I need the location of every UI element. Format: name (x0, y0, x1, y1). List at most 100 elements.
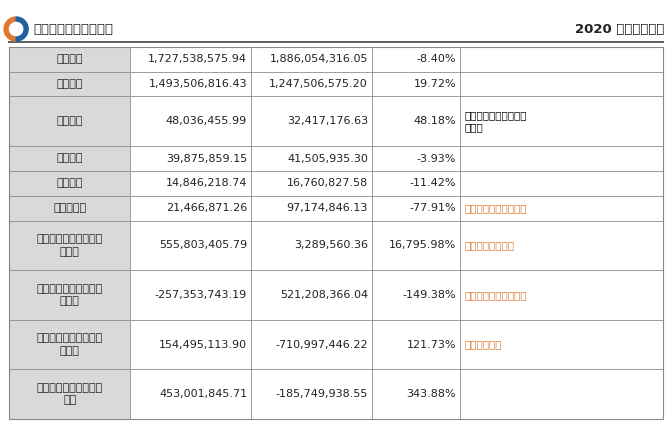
Text: 97,174,846.13: 97,174,846.13 (286, 203, 368, 213)
Bar (130, 369, 251, 419)
Text: 39,875,859.15: 39,875,859.15 (166, 154, 247, 163)
Bar (9, 96, 130, 146)
Text: 财务费用: 财务费用 (56, 178, 83, 188)
Bar (9, 220, 130, 270)
Text: 营业成本: 营业成本 (56, 79, 83, 89)
Bar (372, 96, 460, 146)
Bar (130, 47, 251, 72)
Bar (372, 369, 460, 419)
Text: 1,727,538,575.94: 1,727,538,575.94 (148, 54, 247, 64)
Text: 16,795.98%: 16,795.98% (389, 241, 456, 250)
Text: 555,803,405.79: 555,803,405.79 (159, 241, 247, 250)
Bar (251, 196, 372, 220)
Bar (251, 72, 372, 96)
Text: 343.88%: 343.88% (407, 389, 456, 399)
Text: 经营活动产生的现金流
量净额: 经营活动产生的现金流 量净额 (37, 234, 103, 256)
Bar (460, 171, 663, 196)
Text: -185,749,938.55: -185,749,938.55 (276, 389, 368, 399)
Bar (130, 196, 251, 220)
Text: 交付的房地产项目减少: 交付的房地产项目减少 (464, 203, 527, 213)
Text: 21,466,871.26: 21,466,871.26 (166, 203, 247, 213)
Text: 1,886,054,316.05: 1,886,054,316.05 (269, 54, 368, 64)
Bar (9, 47, 663, 419)
Bar (9, 72, 130, 96)
Bar (372, 196, 460, 220)
Bar (460, 220, 663, 270)
Bar (9, 146, 130, 171)
Bar (9, 171, 130, 196)
Bar (130, 320, 251, 369)
Bar (372, 171, 460, 196)
Bar (9, 196, 130, 220)
Text: -11.42%: -11.42% (410, 178, 456, 188)
Bar (372, 220, 460, 270)
Bar (130, 146, 251, 171)
Text: -149.38%: -149.38% (403, 290, 456, 300)
Text: 投资活动产生的现金流
量净额: 投资活动产生的现金流 量净额 (37, 284, 103, 306)
Bar (460, 72, 663, 96)
Text: -3.93%: -3.93% (417, 154, 456, 163)
Text: 19.72%: 19.72% (413, 79, 456, 89)
Bar (372, 146, 460, 171)
Text: 营业收入: 营业收入 (56, 54, 83, 64)
Bar (130, 72, 251, 96)
Bar (130, 171, 251, 196)
Text: 2020 年半年度报告: 2020 年半年度报告 (575, 23, 664, 36)
Text: 14,846,218.74: 14,846,218.74 (165, 178, 247, 188)
Bar (460, 47, 663, 72)
Bar (130, 96, 251, 146)
Bar (251, 369, 372, 419)
Text: 154,495,113.90: 154,495,113.90 (159, 339, 247, 350)
Bar (130, 220, 251, 270)
Text: 管理费用: 管理费用 (56, 154, 83, 163)
Bar (460, 369, 663, 419)
Text: 3,289,560.36: 3,289,560.36 (294, 241, 368, 250)
Text: 现金及现金等价物净增
加额: 现金及现金等价物净增 加额 (37, 383, 103, 405)
Text: 筹资活动产生的现金流
量净额: 筹资活动产生的现金流 量净额 (37, 333, 103, 356)
Bar (251, 47, 372, 72)
Bar (251, 320, 372, 369)
Bar (9, 369, 130, 419)
Bar (460, 196, 663, 220)
Text: 453,001,845.71: 453,001,845.71 (159, 389, 247, 399)
Bar (251, 146, 372, 171)
Bar (460, 270, 663, 320)
Bar (460, 146, 663, 171)
Polygon shape (4, 17, 16, 41)
Bar (9, 320, 130, 369)
Text: 48.18%: 48.18% (413, 116, 456, 126)
Bar (251, 270, 372, 320)
Bar (372, 320, 460, 369)
Bar (372, 47, 460, 72)
Text: -8.40%: -8.40% (417, 54, 456, 64)
Polygon shape (16, 17, 28, 41)
Text: 本期预售房款较多: 本期预售房款较多 (464, 241, 514, 250)
Text: 偿还借款所致: 偿还借款所致 (464, 339, 501, 350)
Text: 广宇集团股份有限公司: 广宇集团股份有限公司 (34, 23, 114, 36)
Text: 16,760,827.58: 16,760,827.58 (287, 178, 368, 188)
Bar (251, 96, 372, 146)
Bar (9, 47, 130, 72)
Bar (9, 270, 130, 320)
Text: 521,208,366.04: 521,208,366.04 (280, 290, 368, 300)
Text: 所得税费用: 所得税费用 (53, 203, 87, 213)
Text: 41,505,935.30: 41,505,935.30 (287, 154, 368, 163)
Bar (251, 171, 372, 196)
Bar (372, 270, 460, 320)
Text: 1,493,506,816.43: 1,493,506,816.43 (149, 79, 247, 89)
Text: -77.91%: -77.91% (409, 203, 456, 213)
Bar (130, 270, 251, 320)
Text: 主要系销售人力成本增
加所致: 主要系销售人力成本增 加所致 (464, 110, 527, 133)
Text: -710,997,446.22: -710,997,446.22 (276, 339, 368, 350)
Bar (251, 220, 372, 270)
Text: 收回部分项目投资所致: 收回部分项目投资所致 (464, 290, 527, 300)
Text: 121.73%: 121.73% (407, 339, 456, 350)
Text: 32,417,176.63: 32,417,176.63 (287, 116, 368, 126)
Bar (460, 96, 663, 146)
Text: 48,036,455.99: 48,036,455.99 (166, 116, 247, 126)
Polygon shape (9, 22, 23, 36)
Bar (372, 72, 460, 96)
Text: 销售费用: 销售费用 (56, 116, 83, 126)
Text: 1,247,506,575.20: 1,247,506,575.20 (269, 79, 368, 89)
Bar (460, 320, 663, 369)
